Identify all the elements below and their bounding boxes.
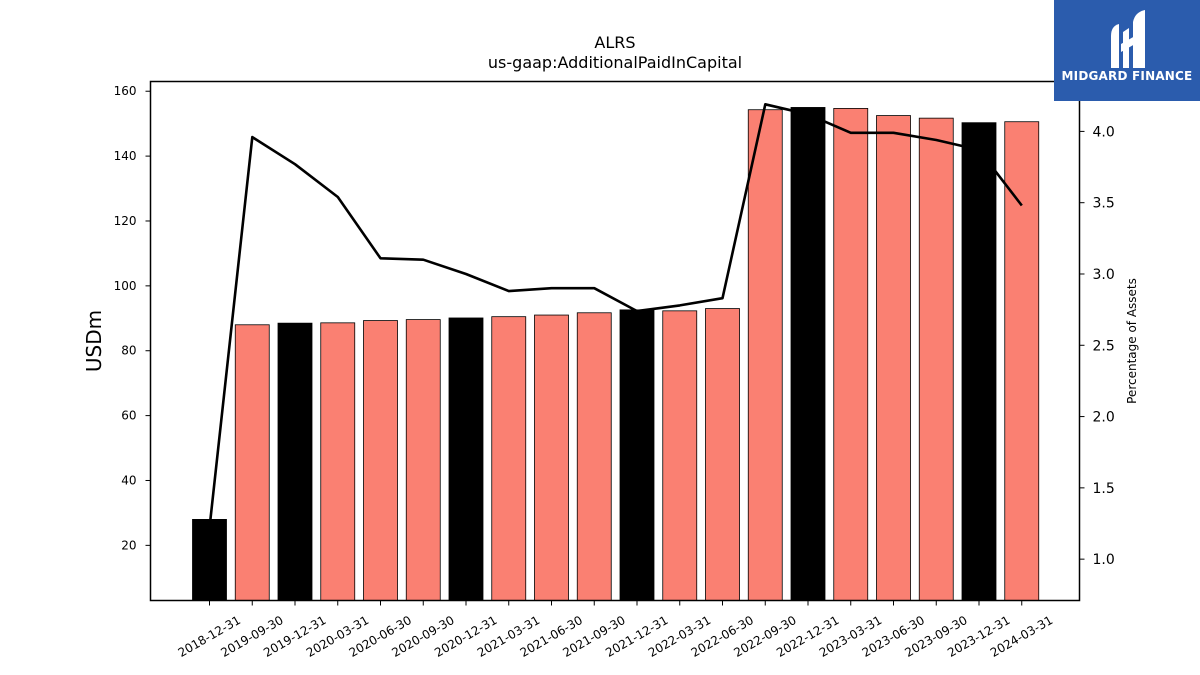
bar-2020-06-30 — [363, 320, 398, 601]
bar-2023-03-31 — [833, 108, 869, 601]
right-tick-label: 2.5 — [1093, 338, 1115, 354]
bar-2021-09-30 — [576, 312, 612, 601]
bar-2020-12-31 — [448, 317, 484, 601]
midgard-finance-logo: MIDGARD FINANCE — [1054, 0, 1200, 101]
left-tick-label: 80 — [121, 344, 136, 358]
chart-subtitle: us-gaap:AdditionalPaidInCapital — [488, 53, 742, 72]
right-axis: 1.0 1.5 2.0 2.5 3.0 3.5 4.0 — [1079, 124, 1115, 568]
bar-2020-09-30 — [405, 319, 441, 601]
bar-2022-12-31 — [790, 107, 826, 601]
y-axis-label: USDm — [82, 310, 106, 372]
left-tick-label: 100 — [114, 279, 137, 293]
bar-2023-06-30 — [876, 115, 911, 601]
bar-2018-12-31 — [192, 519, 227, 601]
bar-2024-03-31 — [1004, 121, 1040, 601]
right-tick-label: 2.0 — [1093, 410, 1115, 426]
percentage-of-assets-line — [208, 103, 1023, 528]
left-tick-label: 40 — [121, 473, 136, 487]
right-tick-label: 3.5 — [1093, 196, 1115, 212]
bar-2019-12-31 — [277, 322, 313, 601]
bar-2023-12-31 — [961, 122, 997, 601]
right-tick-label: 1.0 — [1093, 552, 1115, 568]
bar-2020-03-31 — [320, 322, 356, 601]
left-tick-label: 20 — [121, 538, 136, 552]
x-axis: 2018-12-312019-09-302019-12-312020-03-31… — [176, 600, 1055, 660]
left-tick-label: 120 — [114, 214, 137, 228]
midgard-logo-icon — [1107, 8, 1149, 72]
right-tick-label: 4.0 — [1093, 124, 1115, 140]
chart-title: ALRS — [594, 33, 635, 52]
bar-2019-09-30 — [234, 324, 270, 601]
bar-2021-12-31 — [619, 309, 655, 601]
bars-group — [192, 107, 1040, 601]
y2-axis-label: Percentage of Assets — [1125, 278, 1139, 404]
left-tick-label: 60 — [121, 409, 136, 423]
bar-2022-06-30 — [705, 308, 740, 601]
bar-2021-06-30 — [534, 314, 569, 601]
bar-2023-09-30 — [918, 117, 954, 601]
left-axis: 20 40 60 80 100 120 140 160 — [114, 84, 151, 552]
bar-2022-09-30 — [747, 109, 783, 601]
left-tick-label: 140 — [114, 149, 137, 163]
left-tick-label: 160 — [114, 84, 137, 98]
plot-frame — [149, 80, 1081, 602]
bar-2021-03-31 — [491, 316, 527, 601]
logo-text: MIDGARD FINANCE — [1061, 69, 1193, 83]
right-tick-label: 1.5 — [1093, 481, 1115, 497]
right-tick-label: 3.0 — [1093, 267, 1115, 283]
bar-2022-03-31 — [662, 310, 698, 601]
